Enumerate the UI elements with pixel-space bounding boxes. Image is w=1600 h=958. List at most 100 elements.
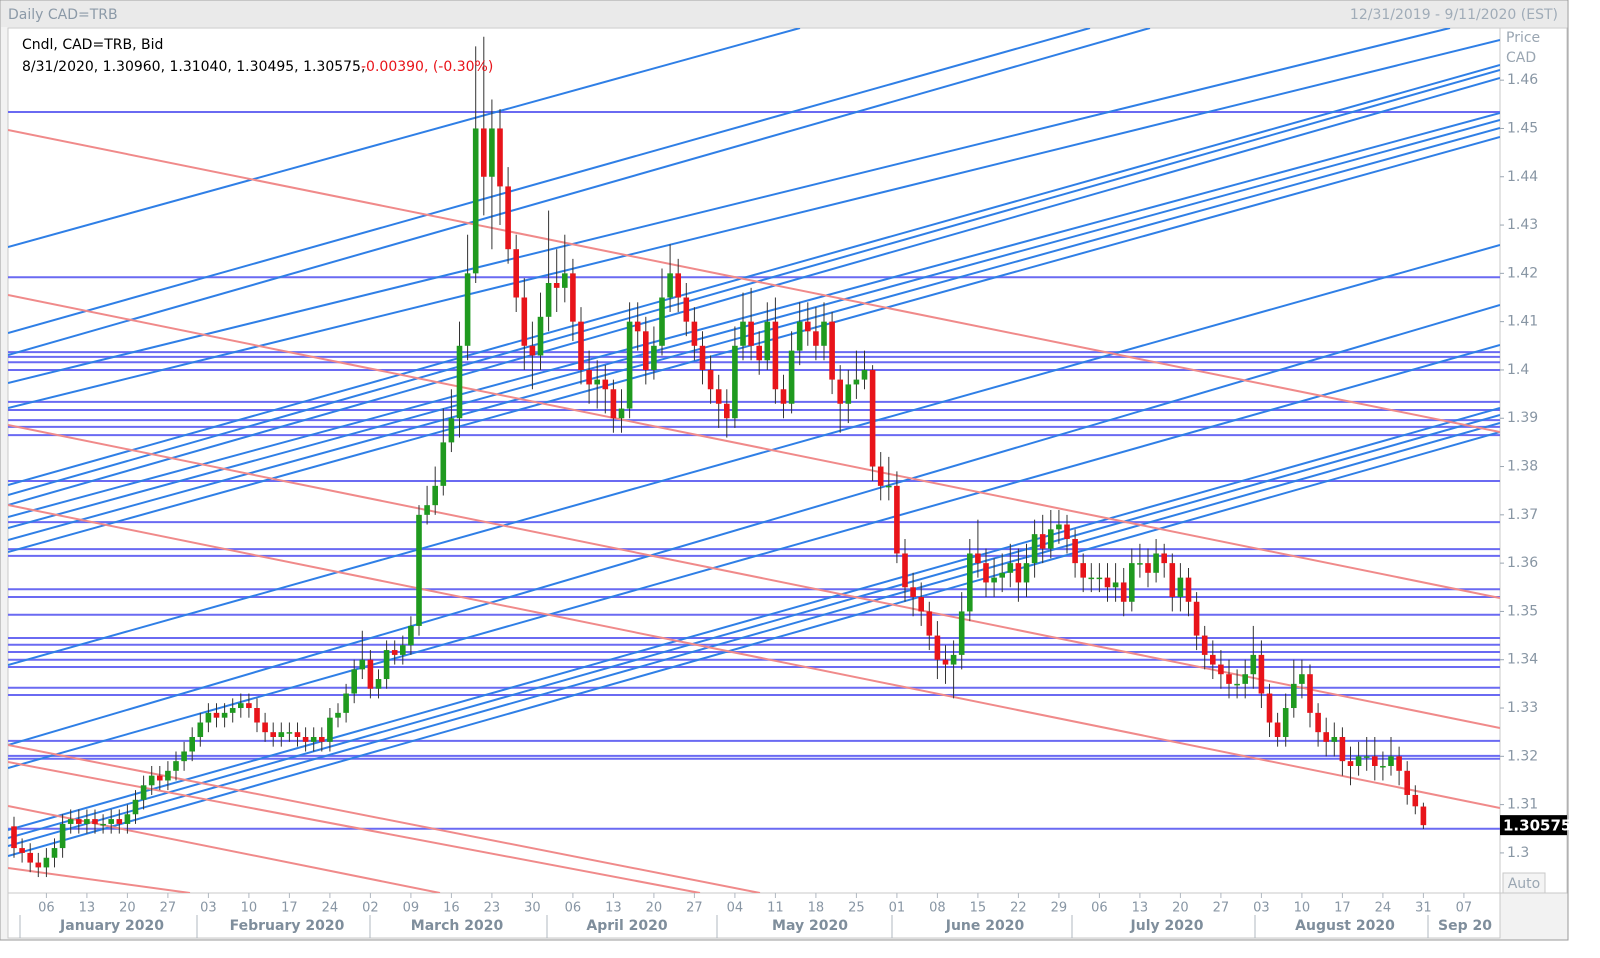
candle-body	[108, 819, 114, 824]
candle-body	[1137, 563, 1143, 565]
candle-body	[958, 611, 965, 655]
x-tick-label: 10	[1294, 901, 1311, 916]
month-label: May 2020	[772, 918, 848, 934]
candle-body	[894, 485, 900, 554]
candle-body	[448, 418, 455, 443]
trend-line	[8, 424, 1500, 729]
x-tick-label: 10	[241, 901, 258, 916]
candle-body	[1112, 582, 1119, 588]
candle-body	[562, 273, 568, 288]
candle-body	[634, 321, 641, 332]
candle-body	[489, 128, 495, 177]
candle-body	[1169, 563, 1176, 597]
candle-body	[991, 577, 997, 583]
candle-body	[270, 732, 276, 738]
x-tick-label: 20	[1172, 901, 1189, 916]
auto-button[interactable]	[1502, 872, 1546, 894]
candle-body	[1153, 553, 1159, 573]
candle-body	[246, 703, 252, 709]
candle-body	[869, 369, 876, 467]
candle-body	[132, 799, 139, 815]
candle-body	[861, 369, 868, 380]
candle-body	[416, 514, 422, 626]
candle-body	[1412, 794, 1419, 807]
candle-body	[537, 316, 544, 356]
x-tick-label: 24	[322, 901, 339, 916]
y-tick-label: 1.45	[1507, 120, 1538, 136]
candle-body	[11, 826, 17, 849]
trend-line	[8, 129, 1500, 433]
month-label: April 2020	[586, 918, 667, 934]
candle-body	[748, 321, 754, 346]
candle-body	[578, 321, 584, 370]
candle-body	[934, 635, 941, 660]
candle-body	[1104, 577, 1111, 588]
x-tick-label: 13	[605, 901, 622, 916]
candle-body	[853, 379, 860, 385]
candle-body	[545, 283, 552, 317]
axes: 1.3 1.31 1.32 1.33 1.34 1.35 1.36 1.37 1.38 1.39 1…	[19, 72, 1571, 938]
month-label: August 2020	[1295, 918, 1395, 934]
candle-body	[780, 389, 787, 404]
x-tick-label: 20	[646, 901, 663, 916]
candle-body	[618, 408, 625, 419]
candle-body	[926, 611, 933, 636]
candle-body	[1129, 563, 1135, 602]
candle-body	[157, 775, 163, 781]
candle-body	[521, 297, 528, 346]
trend-line	[8, 127, 1500, 541]
date-axis	[7, 892, 1501, 939]
candle-body	[667, 273, 673, 298]
auto-button-label[interactable]: Auto	[1508, 876, 1541, 892]
candle-body	[310, 737, 317, 742]
candle-body	[1315, 712, 1321, 733]
x-tick-label: 16	[443, 901, 460, 916]
y-tick-label: 1.32	[1507, 748, 1538, 764]
candle-body	[1299, 674, 1305, 684]
candle-body	[1323, 732, 1329, 742]
candle-body	[254, 708, 260, 723]
y-axis-unit: CAD	[1506, 50, 1536, 66]
last-price-label: 1.30575	[1503, 817, 1571, 835]
candle-body	[651, 345, 657, 370]
trend-line	[8, 28, 1451, 384]
candle-body	[699, 345, 706, 370]
candle-body	[829, 321, 835, 380]
trend-line	[8, 407, 1500, 831]
x-tick-label: 03	[200, 901, 217, 916]
candle-body	[238, 703, 244, 709]
trend-line	[8, 504, 1500, 809]
candle-body	[400, 645, 406, 655]
x-tick-label: 03	[1253, 901, 1270, 916]
x-tick-label: 06	[1091, 901, 1108, 916]
month-label: July 2020	[1130, 918, 1204, 934]
candle-body	[805, 321, 811, 332]
candle-body	[1274, 722, 1281, 738]
candle-body	[967, 553, 973, 612]
candle-body	[983, 563, 989, 583]
candle-body	[497, 128, 503, 187]
candle-body	[173, 761, 179, 771]
candle-body	[92, 819, 98, 824]
candle-body	[1080, 563, 1086, 578]
candle-body	[845, 384, 852, 404]
y-tick-label: 1.35	[1507, 603, 1538, 619]
trend-line	[8, 28, 1091, 334]
candle-body	[756, 345, 762, 361]
candle-body	[1218, 664, 1224, 675]
candle-body	[975, 553, 981, 564]
y-tick-label: 1.34	[1507, 652, 1538, 668]
candle-body	[788, 350, 795, 404]
candle-body	[456, 345, 463, 419]
candle-body	[391, 650, 398, 655]
candle-body	[1388, 756, 1394, 766]
y-tick-label: 1.39	[1507, 410, 1538, 426]
x-tick-label: 20	[119, 901, 136, 916]
y-tick-label: 1.38	[1507, 459, 1538, 475]
candle-body	[675, 273, 681, 298]
candle-body	[1201, 635, 1208, 655]
candle-body	[1048, 529, 1054, 549]
candle-body	[1031, 534, 1038, 564]
x-tick-label: 04	[727, 901, 744, 916]
